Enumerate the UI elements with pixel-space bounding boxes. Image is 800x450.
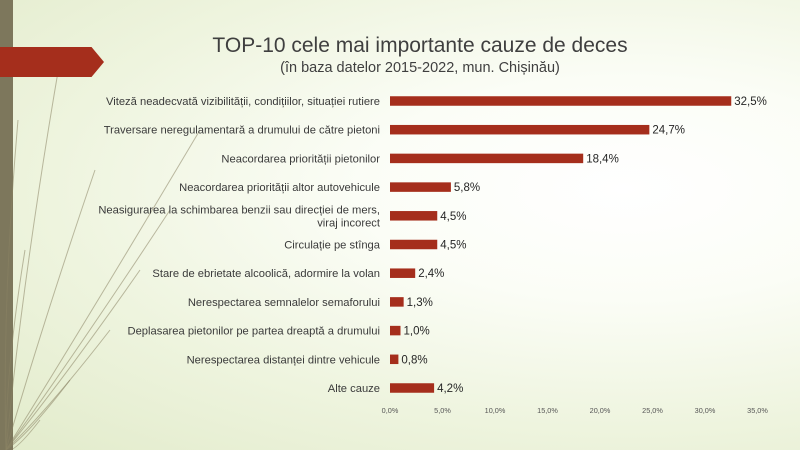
bar	[390, 211, 438, 221]
decor-line	[5, 379, 71, 450]
decor-line	[4, 119, 19, 450]
x-tick-label: 35,0%	[747, 406, 768, 415]
x-tick-label: 5,0%	[434, 406, 451, 415]
bar	[390, 383, 435, 393]
left-accent-band	[0, 0, 13, 450]
decor-line	[5, 129, 201, 450]
category-label: Deplasarea pietonilor pe partea dreaptă …	[128, 326, 381, 338]
data-label: 5,8%	[454, 182, 480, 194]
category-label: Neacordarea priorității altor autovehicu…	[179, 182, 380, 194]
category-label: Neasigurarea la schimbarea benzii sau di…	[98, 204, 380, 216]
data-label: 24,7%	[652, 125, 685, 137]
decor-line	[5, 249, 26, 450]
decor-line	[5, 209, 171, 450]
bar	[390, 354, 399, 365]
x-tick-label: 15,0%	[537, 406, 558, 415]
category-label: Nerespectarea semnalelor semaforului	[188, 297, 380, 309]
category-label: Nerespectarea distanței dintre vehicule	[187, 354, 380, 366]
category-label: Traversare neregulamentară a drumului de…	[104, 125, 380, 137]
bar	[390, 153, 584, 164]
data-label: 4,5%	[440, 211, 466, 223]
data-label: 1,3%	[407, 297, 433, 309]
decor-line	[6, 419, 41, 450]
data-label: 0,8%	[401, 354, 427, 366]
decor-line	[5, 329, 111, 450]
title-arrow-shape	[0, 47, 104, 77]
bar	[390, 297, 404, 307]
x-tick-label: 10,0%	[485, 406, 506, 415]
category-label: Stare de ebrietate alcoolică, adormire l…	[152, 268, 380, 280]
data-label: 1,0%	[404, 326, 430, 338]
category-label: Circulație pe stînga	[284, 240, 381, 252]
chart-title: TOP-10 cele mai importante cauze de dece…	[212, 34, 628, 57]
x-tick-label: 0,0%	[382, 406, 399, 415]
data-label: 4,2%	[437, 383, 463, 395]
bar	[390, 268, 416, 278]
category-label: Neacordarea priorității pietonilor	[221, 153, 380, 165]
data-label: 4,5%	[440, 240, 466, 252]
bar	[390, 182, 451, 192]
x-tick-label: 30,0%	[695, 406, 716, 415]
data-label: 18,4%	[586, 153, 619, 165]
bar	[390, 325, 401, 336]
bar	[390, 96, 732, 106]
category-label: viraj incorect	[317, 217, 381, 229]
x-tick-label: 25,0%	[642, 406, 663, 415]
decor-line	[5, 169, 96, 450]
bar	[390, 239, 438, 250]
data-label: 32,5%	[734, 96, 767, 108]
data-label: 2,4%	[418, 268, 444, 280]
decor-line	[5, 269, 141, 450]
x-tick-label: 20,0%	[590, 406, 611, 415]
category-label: Viteză neadecvată vizibilității, condiți…	[106, 96, 380, 108]
category-label: Alte cauze	[328, 383, 380, 395]
chart-subtitle: (în baza datelor 2015-2022, mun. Chișină…	[280, 60, 560, 76]
bar	[390, 124, 650, 135]
decor-line	[5, 59, 61, 450]
